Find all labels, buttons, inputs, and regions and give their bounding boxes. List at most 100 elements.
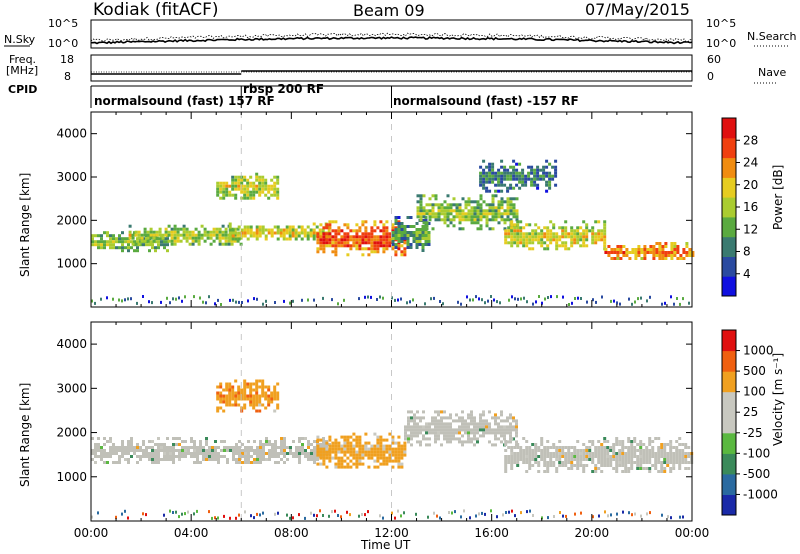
cell-0 [310,443,313,446]
cell-3 [657,446,661,449]
cell-5 [470,206,474,210]
cell-3 [510,437,514,440]
cell-3 [343,238,347,242]
cell-4 [418,228,422,231]
cell-0 [148,452,151,455]
cell-1 [221,230,225,234]
cell-3 [627,467,631,470]
cell-0 [151,240,154,244]
cell-9 [554,165,558,169]
cell-6 [546,232,550,236]
cell-9 [545,189,549,193]
cell-3 [388,235,392,239]
cell-6 [591,232,595,236]
cell-1 [212,230,216,234]
cell-9 [497,171,501,175]
cell-5 [437,206,441,210]
cell-4 [249,394,253,398]
cell-0 [136,455,139,458]
cell-0 [271,446,274,449]
cell-5 [416,200,420,204]
cell-1 [328,450,332,454]
cell-2 [446,434,449,438]
cell-5 [461,212,465,216]
cell-3 [600,452,604,455]
cell-2 [506,440,509,444]
cell-1 [385,462,389,466]
cell-0 [106,440,109,443]
cell-2 [437,422,440,426]
cell-3 [600,461,604,464]
cell-2 [497,428,500,432]
cell-2 [464,428,467,432]
nsearch-label: N.Search [747,30,797,43]
cell-8 [273,181,277,185]
cell-0 [106,240,109,244]
cell-0 [109,246,112,250]
cell-3 [334,220,338,224]
noise-cell [511,509,513,513]
cell-3 [334,250,338,254]
cell-6 [567,247,571,251]
cell-1 [385,438,389,442]
cell-0 [166,249,169,253]
cell-1 [170,230,174,234]
noise-cell [253,297,255,301]
cell-9 [548,177,552,181]
cell-3 [513,455,517,458]
cell-1 [185,230,189,234]
cell-0 [259,458,262,461]
noise-cell [598,514,600,518]
noise-cell [502,513,504,517]
cell-7 [682,257,686,260]
cell-6 [549,229,553,233]
cell-9 [545,180,549,184]
noise-cell [664,301,666,305]
cell-6 [534,223,538,227]
cell-1 [152,233,156,237]
cell-4 [237,403,241,407]
cell-1 [206,230,210,234]
cell-0 [178,443,181,446]
cell-2 [410,437,413,441]
cell-0 [283,449,286,452]
cell-0 [184,440,187,443]
cell-1 [334,450,338,454]
cell-2 [410,431,413,435]
cell-6 [510,241,514,245]
cell-2 [500,410,503,414]
cell-2 [470,422,473,426]
cell-1 [131,236,135,240]
cell-1 [340,450,344,454]
noise-cell [559,511,561,514]
noise-cell [376,298,378,301]
cell-0 [136,449,139,452]
cell-2 [464,419,467,423]
cell-2 [291,228,295,232]
cell-3 [621,446,625,449]
cell-1 [170,233,174,237]
cell-1 [340,456,344,460]
cell-0 [286,452,289,455]
cell-2 [476,431,479,435]
cell-6 [540,241,544,245]
cell-3 [534,452,538,455]
cell-1 [385,450,389,454]
noise-cell [316,514,318,518]
cell-9 [497,180,501,184]
cell-0 [133,449,136,452]
cell-1 [167,224,171,228]
cell-3 [361,235,365,239]
cell-6 [585,232,589,236]
cell-5 [425,227,429,231]
cell-3 [612,455,616,458]
cell-2 [446,416,449,420]
velocity-colorbar-tick-label: -1000 [743,487,778,501]
cell-8 [246,187,250,191]
cell-0 [112,237,115,241]
cell-6 [585,229,589,233]
cell-6 [558,226,562,230]
cell-0 [166,452,169,455]
cell-3 [657,452,661,455]
cell-0 [244,455,247,458]
